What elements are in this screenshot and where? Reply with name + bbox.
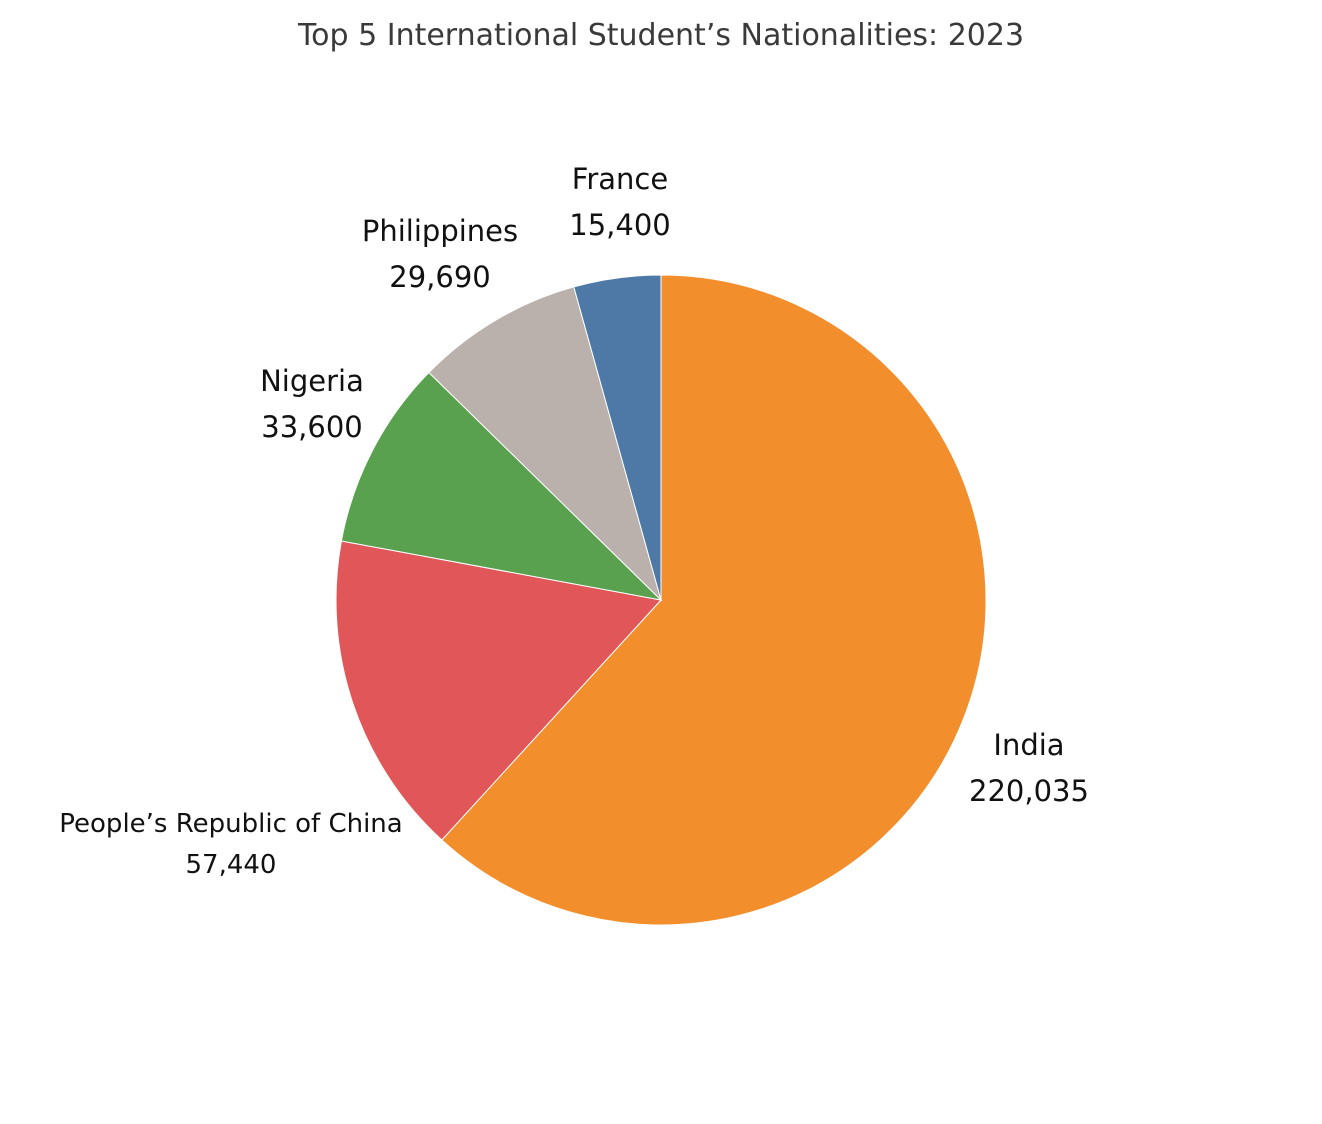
slice-value-people-s-republic-of-china: 57,440: [186, 850, 277, 880]
slice-value-india: 220,035: [969, 774, 1089, 808]
slice-label-nigeria: Nigeria: [260, 364, 364, 398]
slice-label-india: India: [993, 728, 1064, 762]
pie-slice-philippines[interactable]: [428, 286, 662, 602]
slices-layer: [335, 274, 987, 926]
pie-slice-india[interactable]: [441, 274, 987, 926]
slice-label-people-s-republic-of-china: People’s Republic of China: [59, 809, 402, 839]
slice-value-philippines: 29,690: [389, 260, 490, 294]
slice-value-france: 15,400: [569, 208, 670, 242]
pie-slice-nigeria[interactable]: [340, 371, 663, 601]
slice-label-france: France: [572, 162, 668, 196]
chart-title: Top 5 International Student’s Nationalit…: [297, 18, 1025, 53]
pie-slice-france[interactable]: [573, 274, 662, 601]
slice-value-nigeria: 33,600: [261, 410, 362, 444]
labels-layer: India 220,035 People’s Republic of China 57…: [59, 162, 1089, 880]
slice-label-philippines: Philippines: [362, 214, 518, 248]
pie-slice-people-s-republic-of-china[interactable]: [335, 540, 662, 841]
